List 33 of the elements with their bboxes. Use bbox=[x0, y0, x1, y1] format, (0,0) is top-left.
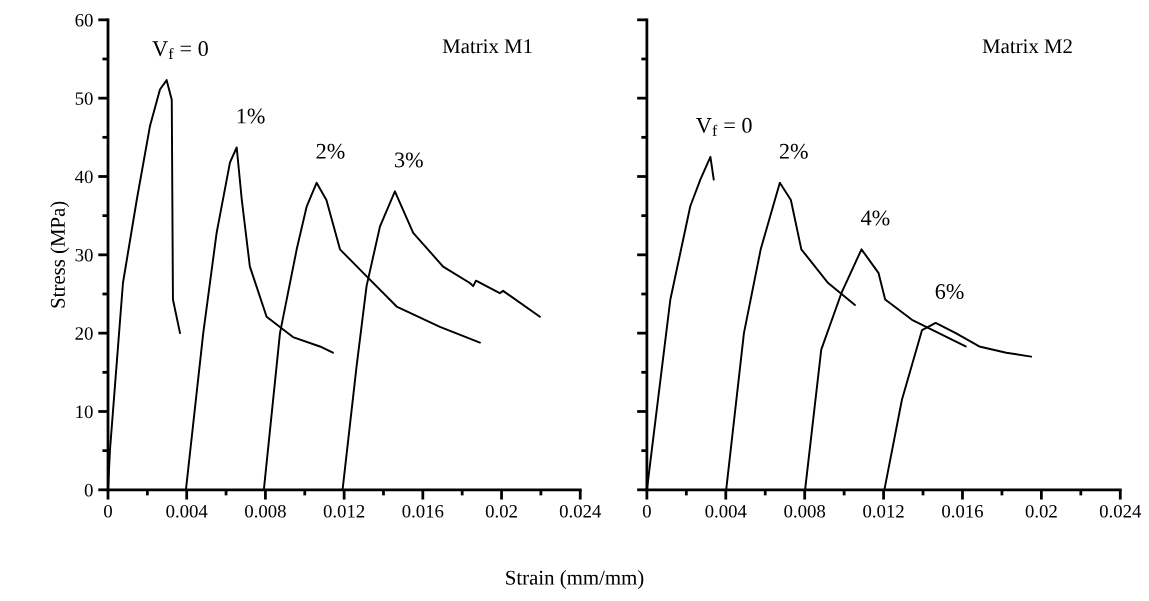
series-label: 3% bbox=[395, 152, 423, 168]
x-tick-label: 0.012 bbox=[863, 504, 904, 518]
x-tick-label: 0.004 bbox=[166, 504, 208, 518]
y-tick-label: 30 bbox=[75, 248, 93, 262]
y-axis-title: Stress (MPa) bbox=[50, 201, 70, 308]
annotation: Matrix M2 bbox=[982, 39, 1072, 54]
x-tick-label: 0 bbox=[642, 504, 651, 518]
y-tick-label: 20 bbox=[75, 327, 93, 340]
series-label: V$_{f}$ = 0 bbox=[152, 41, 208, 59]
x-tick-label: 0 bbox=[104, 504, 112, 518]
series-label: 2% bbox=[779, 143, 808, 159]
x-tick-label: 0.016 bbox=[402, 504, 444, 518]
x-tick-label: 0.016 bbox=[942, 504, 984, 518]
y-tick-label: 40 bbox=[75, 170, 93, 184]
x-tick-label: 0.012 bbox=[323, 504, 365, 518]
x-tick-label: 0.008 bbox=[784, 504, 826, 518]
series-label: 6% bbox=[935, 284, 964, 300]
series-label: 2% bbox=[316, 143, 345, 159]
x-tick-label: 0.02 bbox=[485, 504, 517, 518]
x-tick-label: 0.008 bbox=[245, 504, 286, 518]
y-tick-label: 60 bbox=[75, 13, 93, 27]
x-tick-label: 0.004 bbox=[705, 504, 747, 518]
y-tick-label: 0 bbox=[84, 483, 93, 497]
y-tick-label: 10 bbox=[76, 405, 93, 419]
x-tick-label: 0.02 bbox=[1025, 504, 1057, 518]
annotation: Matrix M1 bbox=[442, 39, 532, 54]
series-label: V$_{f}$ = 0 bbox=[696, 117, 752, 136]
x-axis-title: Strain (mm/mm) bbox=[506, 570, 644, 589]
x-tick-label: 0.024 bbox=[559, 504, 602, 518]
series-label: 4% bbox=[861, 210, 890, 226]
series-label: 1% bbox=[237, 108, 265, 124]
y-tick-label: 50 bbox=[75, 92, 93, 105]
x-tick-label: 0.024 bbox=[1099, 504, 1142, 518]
